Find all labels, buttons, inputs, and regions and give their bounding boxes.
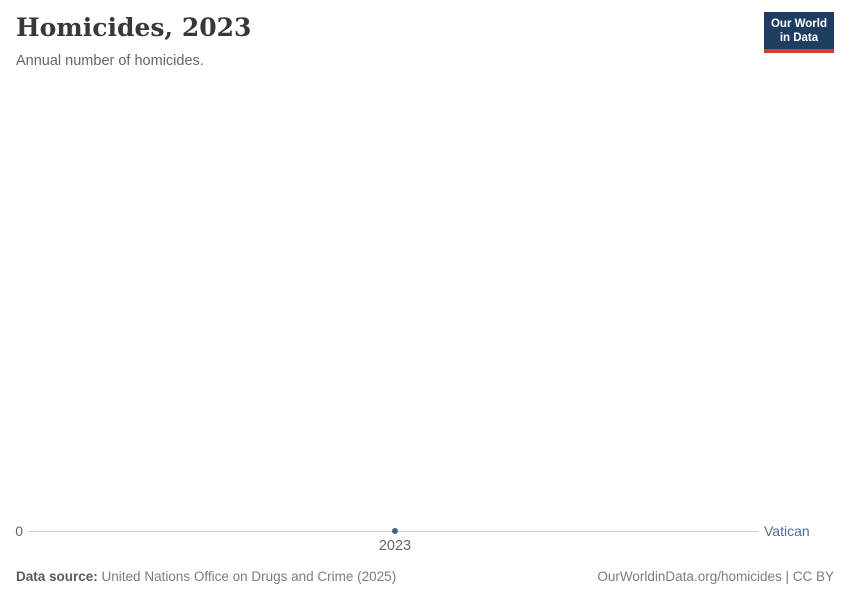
data-point-vatican[interactable] bbox=[392, 528, 398, 534]
y-axis-zero-label: 0 bbox=[15, 523, 23, 539]
owid-logo-line-2: in Data bbox=[779, 32, 819, 44]
owid-logo-line-1: Our World bbox=[770, 18, 827, 30]
attribution-link[interactable]: OurWorldinData.org/homicides | CC BY bbox=[597, 569, 834, 584]
x-axis-tick-2023: 2023 bbox=[378, 538, 412, 554]
plot-area bbox=[0, 80, 850, 530]
data-source-label: Data source: bbox=[16, 569, 98, 584]
owid-logo[interactable]: Our World in Data bbox=[763, 12, 834, 53]
data-source: Data source: United Nations Office on Dr… bbox=[16, 569, 396, 584]
page-title: Homicides, 2023 bbox=[16, 13, 252, 42]
data-source-text: United Nations Office on Drugs and Crime… bbox=[101, 569, 397, 584]
chart-subtitle: Annual number of homicides. bbox=[16, 53, 204, 69]
entity-label-vatican[interactable]: Vatican bbox=[764, 523, 810, 539]
chart-footer: Data source: United Nations Office on Dr… bbox=[16, 569, 834, 584]
